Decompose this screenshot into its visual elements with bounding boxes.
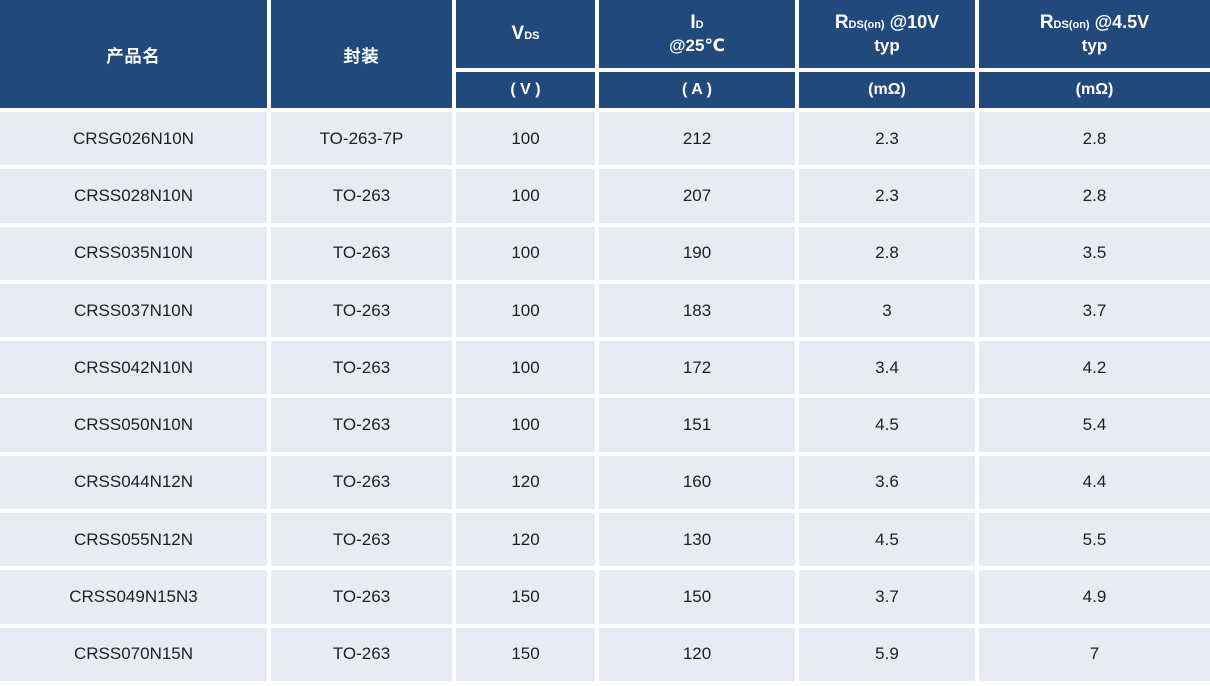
rds-10v-header-line2: typ <box>874 36 900 56</box>
rds-10v-condition: @10V <box>889 11 940 32</box>
rds-10v-subscript: DS(on) <box>848 18 885 31</box>
vds-header-label: VDS <box>512 23 540 45</box>
column-unit-rds-10v: (mΩ) <box>799 72 975 108</box>
table-cell-r6-c5: 4.5 <box>799 398 975 452</box>
table-cell-r6-c1: CRSS050N10N <box>0 398 267 452</box>
table-cell-r3-c5: 2.8 <box>799 226 975 280</box>
product-header-label: 产品名 <box>106 46 161 66</box>
table-cell-r8-c2: TO-263 <box>271 513 452 567</box>
vds-subscript: DS <box>524 30 540 42</box>
table-cell-r8-c1: CRSS055N12N <box>0 513 267 567</box>
table-cell-r5-c2: TO-263 <box>271 341 452 395</box>
table-cell-r9-c3: 150 <box>456 570 595 624</box>
table-cell-r5-c3: 100 <box>456 341 595 395</box>
column-header-product: 产品名 <box>0 0 267 108</box>
table-cell-r8-c3: 120 <box>456 513 595 567</box>
table-cell-r1-c6: 2.8 <box>979 112 1210 166</box>
column-unit-vds: ( V ) <box>456 72 595 108</box>
table-cell-r6-c4: 151 <box>599 398 795 452</box>
table-cell-r10-c6: 7 <box>979 627 1210 681</box>
rds-10v-header-label: RDS(on) @10V typ <box>835 11 939 58</box>
id-symbol: I <box>690 11 696 33</box>
rds-10v-symbol: R <box>834 11 849 33</box>
table-cell-r1-c2: TO-263-7P <box>271 112 452 166</box>
table-cell-r7-c2: TO-263 <box>271 455 452 510</box>
id-header-line1: ID <box>669 11 725 36</box>
table-cell-r4-c4: 183 <box>599 283 795 338</box>
table-cell-r3-c6: 3.5 <box>979 226 1210 280</box>
vds-symbol: V <box>511 23 525 44</box>
table-cell-r6-c6: 5.4 <box>979 398 1210 452</box>
table-cell-r1-c3: 100 <box>456 112 595 166</box>
id-header-line2: @25℃ <box>668 36 726 56</box>
table-cell-r10-c1: CRSS070N15N <box>0 627 267 681</box>
table-cell-r7-c4: 160 <box>599 455 795 510</box>
table-cell-r1-c4: 212 <box>599 112 795 166</box>
id-subscript: D <box>695 18 704 31</box>
rds-4v5-header-line1: RDS(on) @4.5V <box>1040 11 1149 36</box>
table-cell-r8-c5: 4.5 <box>799 513 975 567</box>
table-cell-r7-c1: CRSS044N12N <box>0 455 267 510</box>
table-cell-r3-c2: TO-263 <box>271 226 452 280</box>
table-cell-r5-c4: 172 <box>599 341 795 395</box>
table-cell-r9-c2: TO-263 <box>271 570 452 624</box>
table-cell-r9-c5: 3.7 <box>799 570 975 624</box>
table-cell-r2-c5: 2.3 <box>799 169 975 223</box>
column-unit-id: ( A ) <box>599 72 795 108</box>
table-cell-r10-c5: 5.9 <box>799 627 975 681</box>
table-cell-r4-c5: 3 <box>799 283 975 338</box>
column-header-vds: VDS <box>456 0 595 68</box>
id-header-label: ID @25℃ <box>669 11 725 58</box>
rds-10v-header-line1: RDS(on) @10V <box>835 11 939 36</box>
column-header-rds-4v5: RDS(on) @4.5V typ <box>979 0 1210 68</box>
table-cell-r10-c4: 120 <box>599 627 795 681</box>
table-cell-r3-c3: 100 <box>456 226 595 280</box>
table-cell-r1-c1: CRSG026N10N <box>0 112 267 166</box>
package-header-label: 封装 <box>343 46 380 66</box>
table-cell-r10-c2: TO-263 <box>271 627 452 681</box>
table-cell-r8-c4: 130 <box>599 513 795 567</box>
table-cell-r9-c6: 4.9 <box>979 570 1210 624</box>
column-header-package: 封装 <box>271 0 452 108</box>
rds-4v5-symbol: R <box>1039 11 1054 33</box>
table-cell-r2-c6: 2.8 <box>979 169 1210 223</box>
table-cell-r4-c2: TO-263 <box>271 283 452 338</box>
table-cell-r9-c4: 150 <box>599 570 795 624</box>
rds-4v5-header-label: RDS(on) @4.5V typ <box>1040 11 1149 58</box>
table-cell-r5-c5: 3.4 <box>799 341 975 395</box>
table-cell-r6-c2: TO-263 <box>271 398 452 452</box>
rds-4v5-condition: @4.5V <box>1094 11 1150 32</box>
table-cell-r3-c4: 190 <box>599 226 795 280</box>
rds-4v5-header-line2: typ <box>1081 36 1108 56</box>
table-cell-r3-c1: CRSS035N10N <box>0 226 267 280</box>
table-cell-r2-c4: 207 <box>599 169 795 223</box>
column-header-rds-10v: RDS(on) @10V typ <box>799 0 975 68</box>
table-cell-r7-c3: 120 <box>456 455 595 510</box>
table-cell-r4-c3: 100 <box>456 283 595 338</box>
table-cell-r10-c3: 150 <box>456 627 595 681</box>
table-cell-r2-c3: 100 <box>456 169 595 223</box>
table-cell-r7-c5: 3.6 <box>799 455 975 510</box>
table-cell-r4-c1: CRSS037N10N <box>0 283 267 338</box>
table-cell-r8-c6: 5.5 <box>979 513 1210 567</box>
table-cell-r5-c1: CRSS042N10N <box>0 341 267 395</box>
table-cell-r2-c2: TO-263 <box>271 169 452 223</box>
table-cell-r4-c6: 3.7 <box>979 283 1210 338</box>
table-cell-r5-c6: 4.2 <box>979 341 1210 395</box>
rds-4v5-subscript: DS(on) <box>1053 18 1090 31</box>
table-cell-r7-c6: 4.4 <box>979 455 1210 510</box>
table-cell-r1-c5: 2.3 <box>799 112 975 166</box>
table-cell-r2-c1: CRSS028N10N <box>0 169 267 223</box>
table-cell-r9-c1: CRSS049N15N3 <box>0 570 267 624</box>
column-header-id: ID @25℃ <box>599 0 795 68</box>
table-cell-r6-c3: 100 <box>456 398 595 452</box>
column-unit-rds-4v5: (mΩ) <box>979 72 1210 108</box>
